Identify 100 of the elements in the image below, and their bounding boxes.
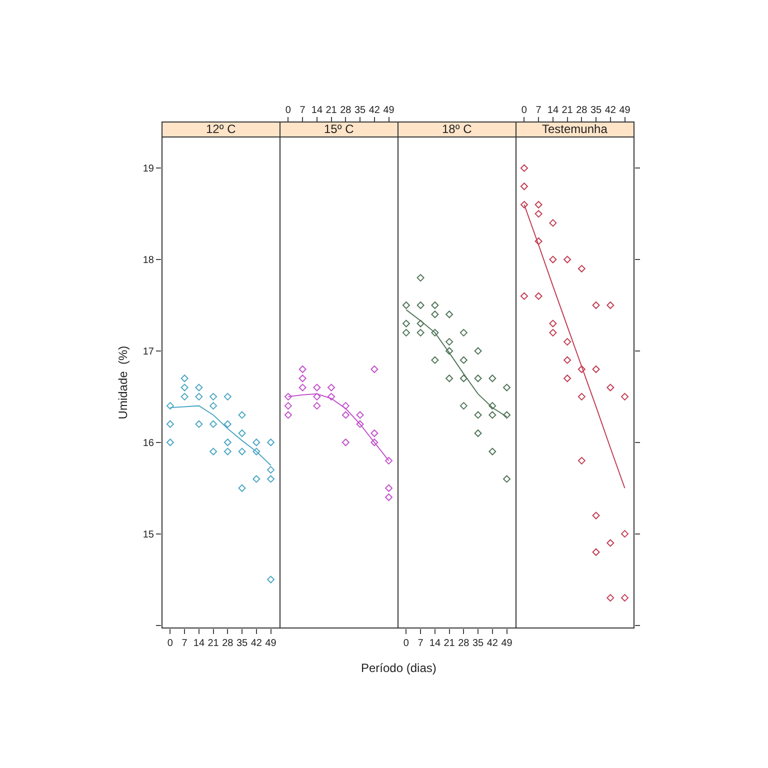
point [224, 420, 232, 428]
point [460, 356, 468, 364]
point [431, 328, 439, 336]
point [195, 420, 203, 428]
point [252, 475, 260, 483]
point [238, 448, 246, 456]
point [606, 594, 614, 602]
x-tick-label: 28 [222, 638, 234, 649]
x-tick-label: 28 [340, 105, 352, 116]
x-axis-title: Período (dias) [361, 661, 436, 675]
point [416, 274, 424, 282]
x-tick-label: 21 [562, 105, 574, 116]
x-tick-label: 7 [418, 638, 424, 649]
x-tick-label: 14 [547, 105, 559, 116]
point [180, 384, 188, 392]
point [564, 356, 572, 364]
chart-title: Testemunha [542, 122, 608, 136]
point [503, 384, 511, 392]
x-tick-label: 0 [521, 105, 528, 116]
x-tick-label: 49 [501, 638, 513, 649]
point [578, 392, 586, 400]
point [564, 338, 572, 346]
point [592, 548, 600, 556]
x-tick-label: 35 [590, 105, 602, 116]
point [224, 392, 232, 400]
point [284, 411, 292, 419]
point [578, 456, 586, 464]
x-tick-label: 35 [354, 105, 366, 116]
point [474, 374, 482, 382]
point [356, 411, 364, 419]
point [370, 365, 378, 373]
point [402, 328, 410, 336]
point [238, 411, 246, 419]
point [621, 594, 629, 602]
point [460, 328, 468, 336]
point [267, 438, 275, 446]
x-tick-label: 14 [429, 638, 441, 649]
point [431, 301, 439, 309]
point [238, 484, 246, 492]
x-tick-label: 7 [182, 638, 188, 649]
point [416, 320, 424, 328]
point [474, 411, 482, 419]
y-tick-label: 16 [142, 438, 154, 449]
point [385, 456, 393, 464]
point [210, 402, 218, 410]
point [520, 200, 528, 208]
point [284, 392, 292, 400]
point [606, 384, 614, 392]
point [549, 256, 557, 264]
point [195, 384, 203, 392]
point [284, 402, 292, 410]
x-tick-label: 35 [472, 638, 484, 649]
x-tick-label: 42 [486, 638, 498, 649]
point [592, 512, 600, 520]
x-tick-label: 42 [368, 105, 380, 116]
x-tick-label: 28 [458, 638, 470, 649]
point [328, 392, 336, 400]
point [474, 347, 482, 355]
point [180, 374, 188, 382]
y-axis-title: Umidade (%) [116, 346, 130, 420]
point [520, 182, 528, 190]
point [534, 237, 542, 245]
point [534, 200, 542, 208]
point [195, 392, 203, 400]
point [385, 494, 393, 501]
point [370, 438, 378, 446]
point [267, 576, 275, 584]
point [488, 411, 496, 419]
point [252, 438, 260, 446]
x-tick-label: 0 [285, 105, 292, 116]
point [252, 448, 260, 456]
point [298, 374, 306, 382]
point [166, 420, 174, 428]
x-tick-label: 0 [167, 638, 174, 649]
point [549, 219, 557, 227]
point [460, 402, 468, 410]
point [520, 164, 528, 172]
point [267, 475, 275, 483]
y-tick-label: 15 [142, 529, 154, 540]
point [564, 374, 572, 382]
point [402, 301, 410, 309]
point [578, 365, 586, 373]
point [534, 292, 542, 300]
point [503, 475, 511, 483]
point [402, 320, 410, 328]
point [621, 392, 629, 400]
point [313, 392, 321, 400]
point [328, 384, 336, 392]
y-tick-label: 17 [142, 346, 154, 358]
point [592, 365, 600, 373]
point [298, 384, 306, 392]
x-tick-label: 49 [383, 105, 395, 116]
chart-title: 12º C [206, 122, 236, 136]
point [298, 365, 306, 373]
point [342, 411, 350, 419]
point [549, 328, 557, 336]
point [210, 420, 218, 428]
x-tick-label: 42 [604, 105, 616, 116]
point [313, 402, 321, 410]
point [166, 402, 174, 410]
